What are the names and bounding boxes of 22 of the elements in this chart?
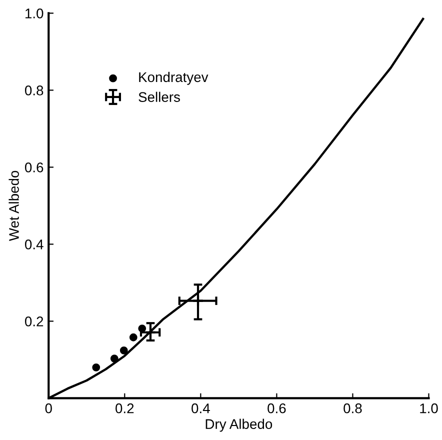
x-tick-label: 0.4 xyxy=(192,403,210,414)
point xyxy=(144,326,156,338)
point xyxy=(138,324,146,332)
x-tick-label: 0.2 xyxy=(116,403,134,414)
y-tick-label: 0.8 xyxy=(24,86,44,96)
x-axis-title: Dry Albedo xyxy=(206,418,272,432)
legend-label: Sellers xyxy=(138,92,180,102)
y-axis-title: Wet Albedo xyxy=(8,170,19,242)
point xyxy=(120,346,128,354)
y-tick-label: 0.6 xyxy=(24,162,44,172)
y-tick-label: 0.4 xyxy=(24,240,44,250)
y-tick-label: 0.2 xyxy=(24,316,44,326)
x-tick-label: 0.6 xyxy=(268,403,286,414)
point xyxy=(110,354,118,362)
point xyxy=(129,333,138,342)
x-tick-label: 0.8 xyxy=(344,403,362,414)
x-tick-label: 0 xyxy=(45,403,52,414)
x-tick-label: 1.0 xyxy=(420,403,438,414)
y-tick-label: 1.0 xyxy=(26,8,44,18)
point xyxy=(92,363,100,372)
point xyxy=(192,294,204,307)
legend-label: Kondratyev xyxy=(139,72,208,85)
